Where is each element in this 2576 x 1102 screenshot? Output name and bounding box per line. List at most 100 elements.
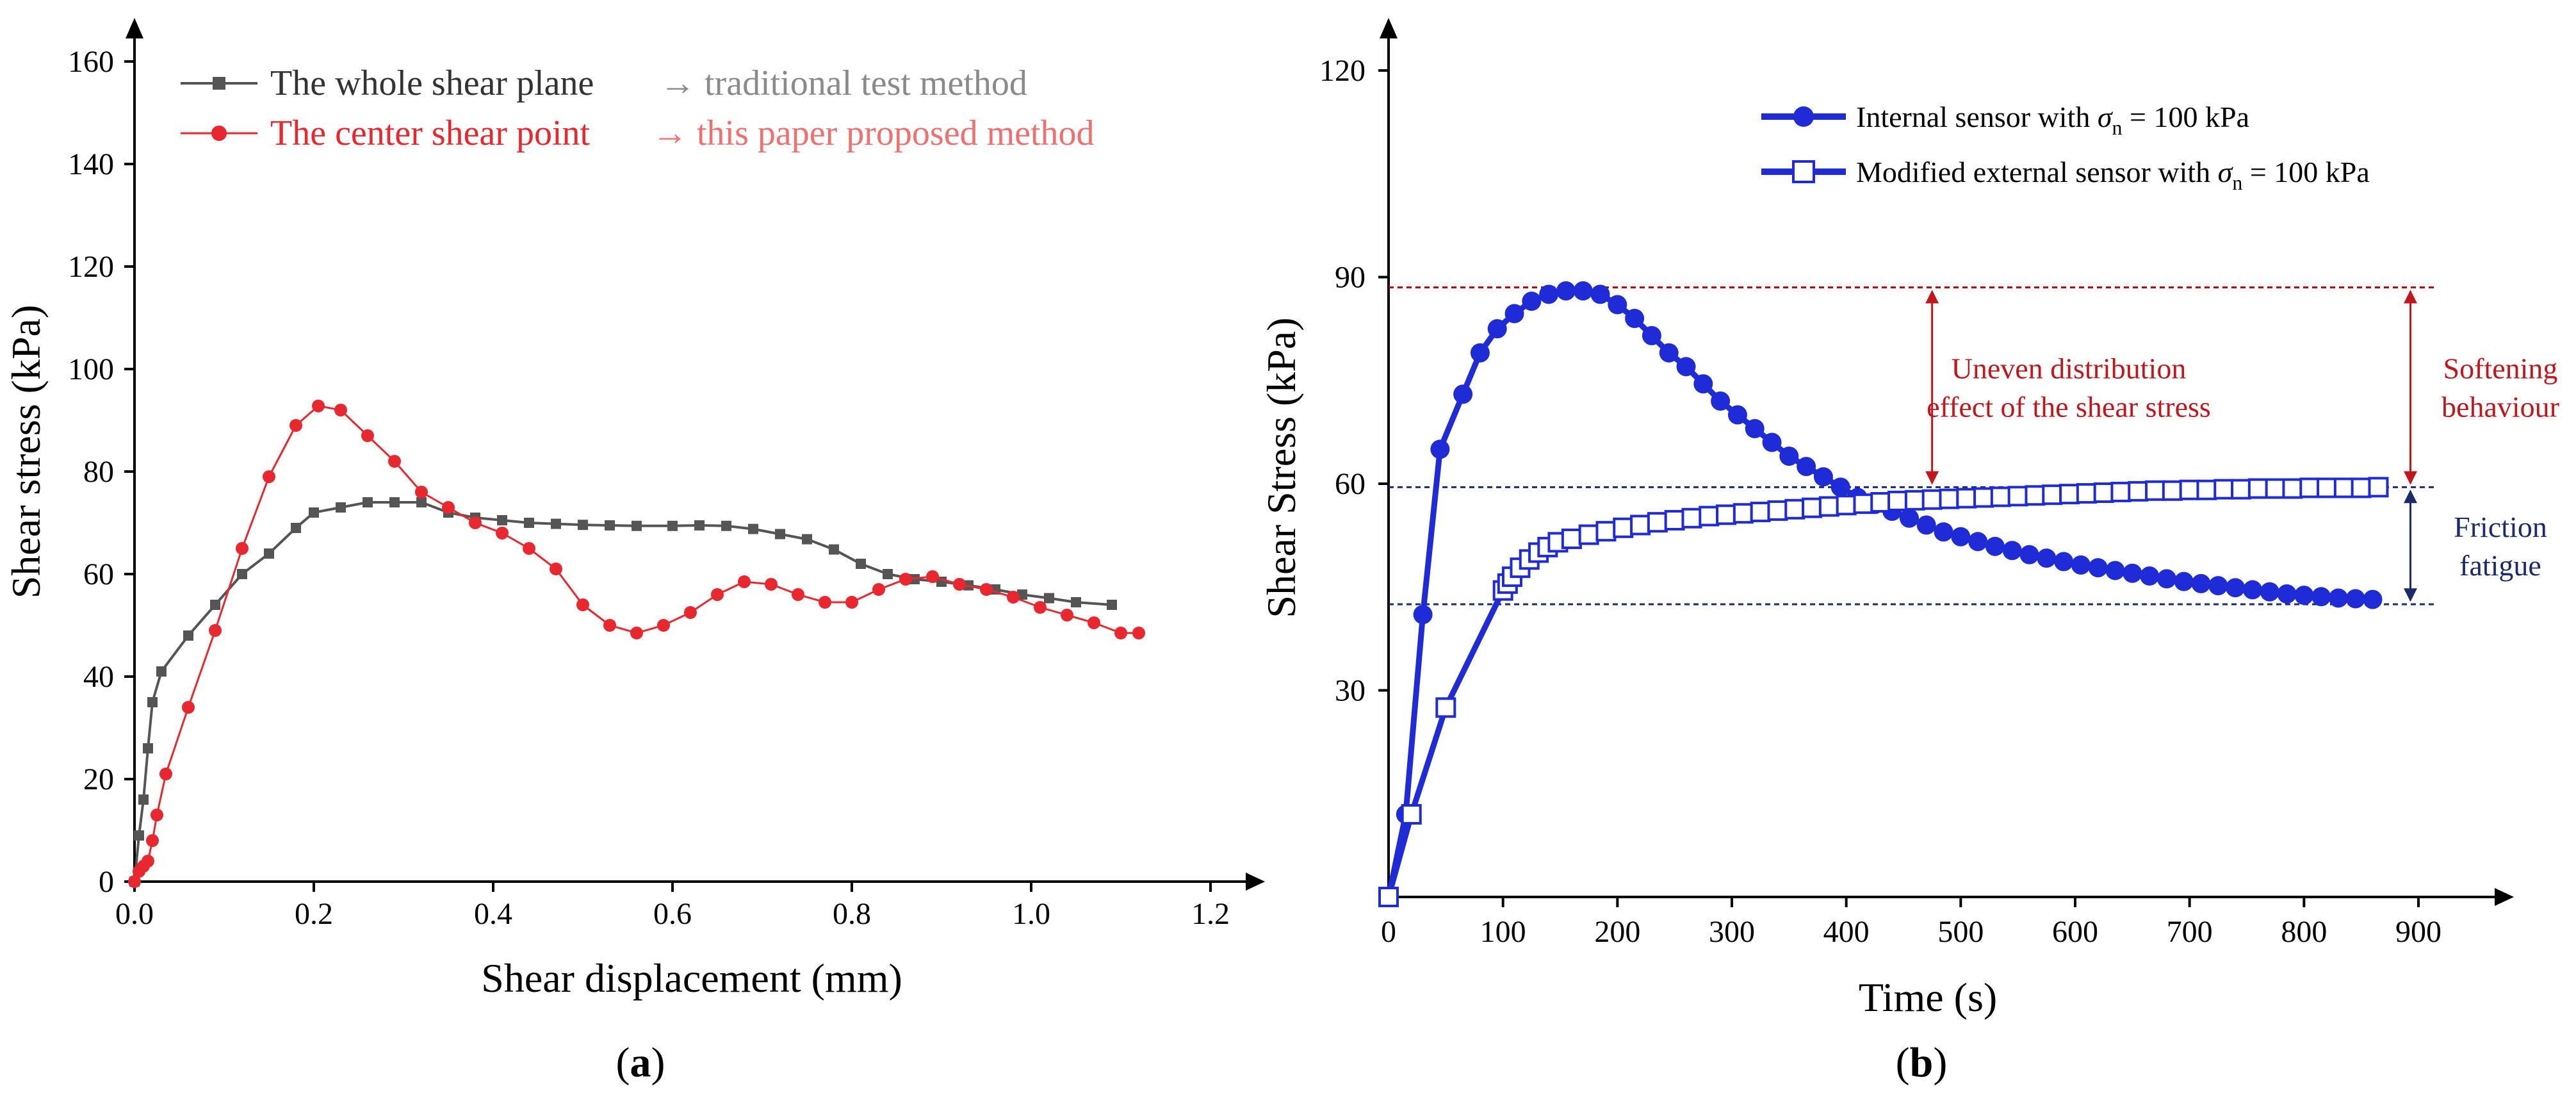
data-point: [1853, 493, 1874, 514]
data-point: [1784, 498, 1806, 520]
data-point: [1904, 489, 1925, 511]
data-point: [802, 534, 812, 545]
data-point: [1818, 496, 1839, 517]
panel-b-y-ticks: 30 60 90 120: [1319, 54, 1389, 708]
data-point: [209, 624, 222, 637]
data-point: [1916, 515, 1936, 535]
data-point: [134, 830, 144, 841]
y-tick-label: 120: [1319, 54, 1365, 88]
data-point: [1664, 509, 1685, 530]
data-point: [694, 520, 705, 530]
legend-item-whole-shear-plane: The whole shear plane → traditional test…: [181, 63, 1027, 103]
data-point: [1578, 524, 1599, 545]
data-point: [953, 578, 966, 591]
panel-b-x-axis-label: Time (s): [1859, 975, 1997, 1020]
data-point: [1899, 508, 1919, 528]
data-point: [605, 520, 615, 530]
data-point: [156, 666, 167, 677]
data-point: [1659, 343, 1679, 363]
data-point: [721, 520, 731, 531]
data-point: [899, 573, 912, 586]
x-tick-label: 0.4: [474, 897, 512, 931]
legend-label-internal-sensor: Internal sensor with σn = 100 kPa: [1856, 101, 2249, 139]
y-tick-label: 60: [1335, 467, 1365, 501]
legend-item-internal-sensor: Internal sensor with σn = 100 kPa: [1761, 101, 2249, 139]
data-point: [2282, 478, 2303, 499]
data-point: [1836, 495, 1857, 516]
data-point: [2363, 589, 2383, 609]
data-point: [1625, 309, 1645, 328]
data-point: [336, 502, 346, 513]
data-point: [2294, 586, 2314, 605]
data-point: [497, 515, 507, 525]
annotation-text: fatigue: [2459, 549, 2541, 582]
data-point: [1985, 536, 2005, 556]
data-point: [819, 596, 831, 609]
data-point: [2208, 576, 2228, 596]
panel-a-axes: [126, 18, 1265, 891]
data-point: [147, 697, 158, 707]
data-point: [1745, 419, 1765, 438]
legend-label-whole-shear-plane: The whole shear plane: [270, 63, 594, 103]
annotation-friction: Friction fatigue: [2403, 489, 2547, 602]
data-point: [1007, 591, 1020, 604]
data-point: [182, 701, 195, 714]
data-point: [2059, 484, 2080, 505]
data-point: [872, 583, 885, 596]
data-point: [138, 794, 149, 805]
y-tick-label: 40: [83, 660, 114, 694]
data-point: [926, 570, 939, 583]
panel-b-series: [1378, 281, 2389, 907]
y-tick-label: 120: [68, 250, 114, 284]
panel-b-x-ticks: 0 100 200 300 400 500 600 700 800 900: [1381, 897, 2441, 949]
data-point: [2110, 481, 2132, 502]
y-tick-label: 100: [68, 352, 114, 386]
data-point: [2088, 558, 2108, 578]
data-point: [2242, 580, 2262, 600]
series-internal-sensor-with-n-100-kpa: [1379, 281, 2383, 907]
data-point: [1132, 627, 1145, 639]
data-point: [2247, 478, 2269, 499]
data-point: [2105, 561, 2125, 580]
y-tick-label: 0: [99, 865, 114, 899]
data-point: [1951, 527, 1971, 547]
data-point: [2145, 480, 2166, 501]
y-tick-label: 160: [68, 45, 114, 79]
data-point: [469, 516, 482, 529]
series-line: [1385, 288, 2373, 898]
data-point: [1934, 522, 1953, 542]
data-point: [2156, 569, 2176, 589]
x-tick-label: 900: [2395, 915, 2441, 949]
data-point: [1647, 512, 1668, 533]
data-point: [748, 523, 758, 534]
x-tick-label: 300: [1709, 915, 1755, 949]
data-point: [1973, 487, 1994, 508]
data-point: [1430, 440, 1450, 459]
data-point: [1779, 447, 1799, 466]
data-point: [632, 520, 642, 531]
data-point: [1681, 507, 1702, 529]
y-tick-label: 140: [68, 147, 114, 181]
data-point: [667, 520, 678, 531]
data-point: [1676, 357, 1696, 377]
data-point: [551, 518, 561, 529]
data-point: [1767, 500, 1788, 521]
data-point: [2299, 477, 2320, 498]
annotation-text: behaviour: [2441, 391, 2559, 424]
data-point: [1608, 295, 1627, 315]
legend-marker-open-square: [1792, 160, 1815, 183]
data-point: [2328, 588, 2348, 608]
data-point: [1107, 600, 1117, 610]
x-tick-label: 800: [2281, 915, 2327, 949]
data-point: [1114, 627, 1127, 639]
data-point: [2076, 483, 2097, 504]
panel-a-x-axis-label: Shear displacement (mm): [481, 955, 902, 1001]
panel-a-legend: The whole shear plane → traditional test…: [181, 63, 1095, 153]
data-point: [1750, 502, 1771, 523]
data-point: [496, 527, 509, 539]
panel-a-caption: (a): [616, 1039, 665, 1086]
annotation-uneven-distribution: Uneven distribution effect of the shear s…: [1925, 290, 2211, 485]
data-point: [603, 619, 616, 632]
data-point: [1556, 281, 1576, 300]
data-point: [2311, 587, 2331, 607]
